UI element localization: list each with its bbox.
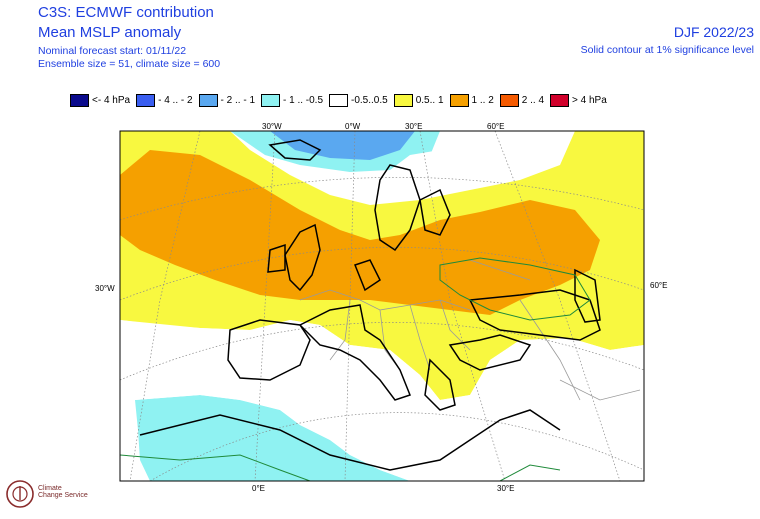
legend-swatch	[70, 94, 89, 107]
copernicus-logo	[6, 480, 34, 508]
logo-line2: Change Service	[38, 492, 88, 500]
tick-label-top-0w: 0°W	[345, 122, 361, 131]
legend-item: <- 4 hPa	[70, 94, 130, 107]
neutral-region-north	[425, 131, 500, 180]
chart-title-line2: Mean MSLP anomaly	[38, 24, 182, 41]
legend-item: 2 .. 4	[499, 94, 545, 107]
legend-label: -0.5..0.5	[351, 95, 388, 106]
legend-swatch	[198, 94, 218, 107]
legend-label: <- 4 hPa	[92, 95, 131, 106]
neutral-region-south	[120, 320, 644, 481]
chart-title-line1: C3S: ECMWF contribution	[38, 4, 214, 21]
tick-label-top-60e: 60°E	[487, 122, 504, 131]
legend-swatch	[550, 94, 570, 107]
anomaly-cyan-south	[135, 395, 410, 481]
legend-item: - 1 .. -0.5	[261, 94, 323, 107]
legend-swatch	[329, 94, 349, 107]
tick-label-right-60e: 60°E	[650, 281, 667, 290]
tick-label-bottom-30e: 30°E	[497, 484, 514, 493]
tick-label-top-30e: 30°E	[405, 122, 422, 131]
season-label: DJF 2022/23	[673, 24, 754, 40]
legend-label: - 4 .. - 2	[158, 95, 193, 106]
legend-swatch	[136, 94, 156, 107]
logo-line1: Climate	[38, 485, 62, 492]
legend-label: 0.5.. 1	[415, 95, 444, 106]
legend-item: 0.5.. 1	[393, 94, 444, 107]
legend-swatch	[393, 94, 413, 107]
legend-swatch	[499, 94, 519, 107]
legend-swatch	[449, 94, 469, 107]
anomaly-blue-north	[270, 131, 415, 160]
legend-item: -0.5..0.5	[329, 94, 388, 107]
legend-label: - 1 .. -0.5	[283, 95, 324, 106]
significance-note: Solid contour at 1% significance level	[580, 44, 754, 56]
legend-item: 1 .. 2	[449, 94, 494, 107]
tick-label-top-30w: 30°W	[262, 122, 282, 131]
ensemble-size-text: Ensemble size = 51, climate size = 600	[38, 58, 221, 70]
legend-item: - 4 .. - 2	[136, 94, 193, 107]
legend-label: 1 .. 2	[471, 95, 494, 106]
tick-label-bottom-0e: 0°E	[252, 484, 265, 493]
legend-swatch	[261, 94, 280, 107]
legend-item: > 4 hPa	[550, 94, 607, 107]
color-legend: <- 4 hPa - 4 .. - 2 - 2 .. - 1 - 1 .. -0…	[70, 94, 613, 107]
legend-label: > 4 hPa	[572, 95, 607, 106]
legend-label: - 2 .. - 1	[220, 95, 255, 106]
tick-label-left-30w: 30°W	[95, 284, 115, 293]
legend-label: 2 .. 4	[521, 95, 545, 106]
forecast-start-text: Nominal forecast start: 01/11/22	[38, 45, 187, 57]
map-frame	[119, 130, 645, 482]
legend-item: - 2 .. - 1	[198, 94, 255, 107]
logo-text: Climate Change Service	[38, 485, 88, 500]
coastlines	[139, 139, 601, 471]
significance-contours	[120, 257, 591, 481]
